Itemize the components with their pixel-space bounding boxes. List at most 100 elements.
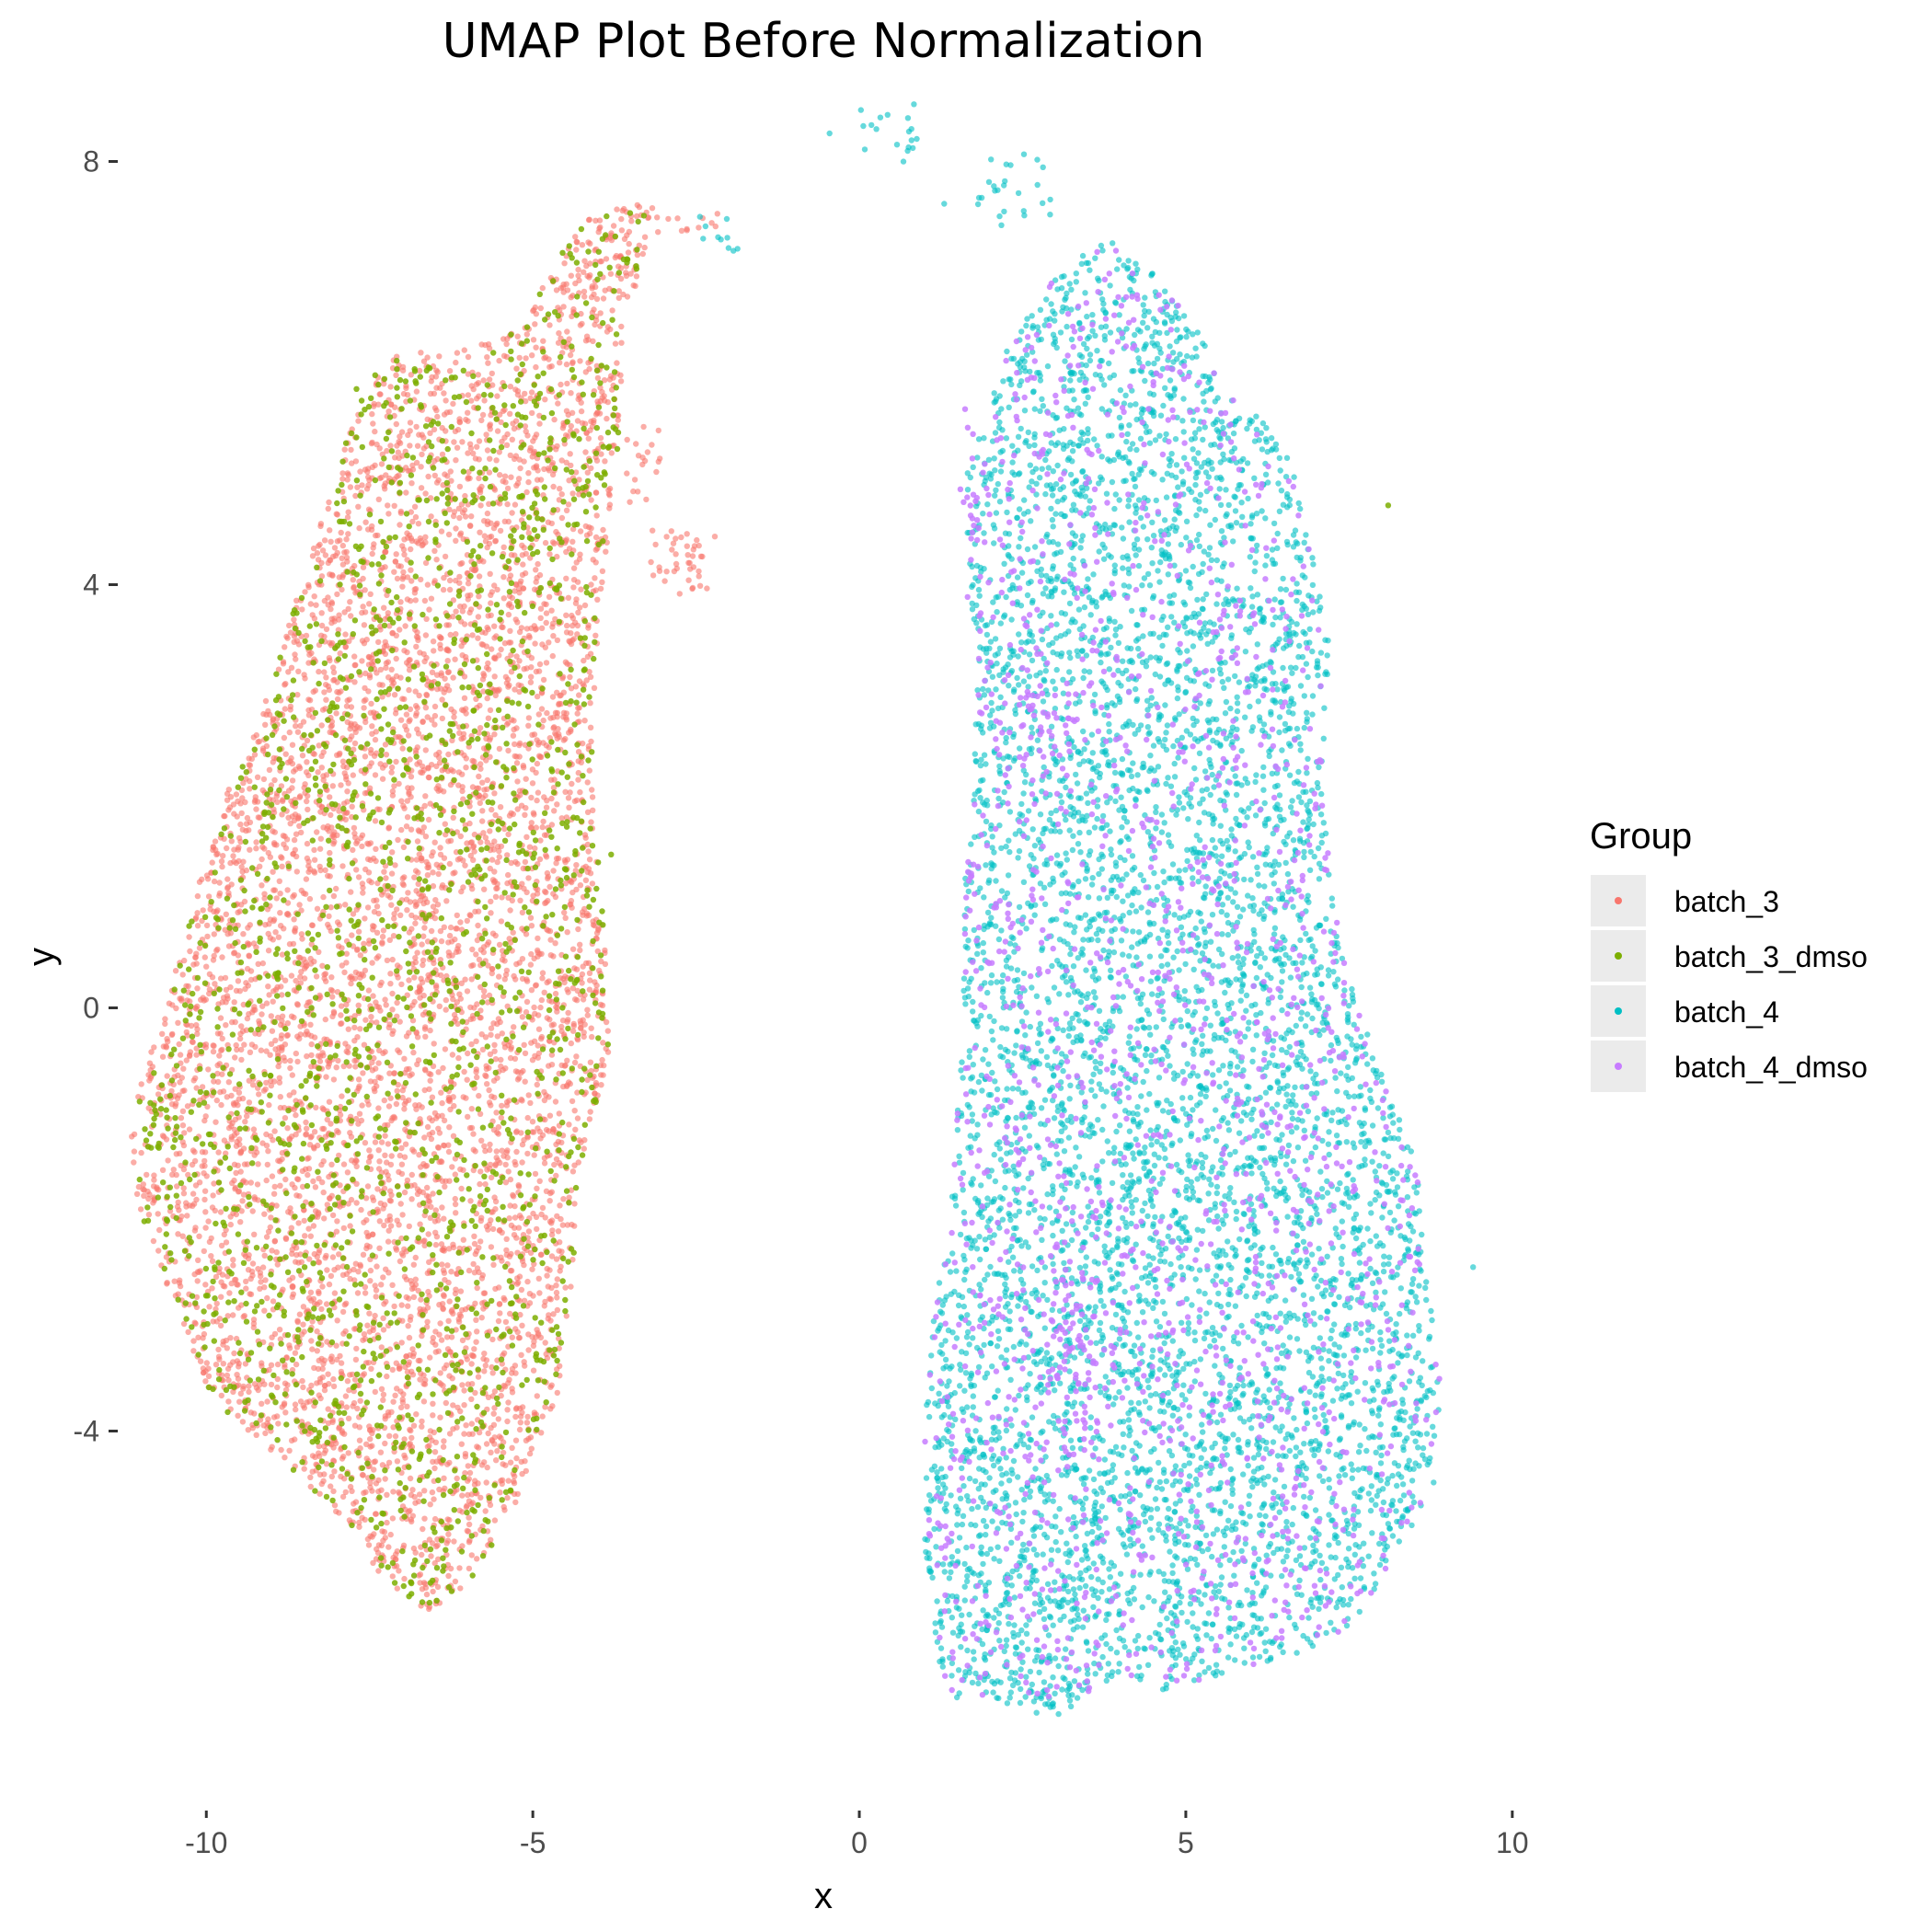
scatter-point (224, 845, 230, 852)
scatter-point (546, 639, 552, 646)
scatter-point (289, 742, 296, 748)
scatter-point (463, 765, 469, 771)
scatter-point (403, 385, 409, 392)
scatter-point (425, 1231, 431, 1237)
scatter-point (379, 933, 386, 940)
scatter-point (302, 1233, 308, 1239)
scatter-point (359, 843, 365, 850)
scatter-point (592, 489, 600, 496)
scatter-point (594, 596, 601, 603)
scatter-point (523, 1420, 531, 1426)
scatter-point (307, 601, 314, 607)
scatter-point (331, 676, 338, 684)
scatter-point (592, 575, 598, 581)
scatter-point (549, 652, 556, 660)
scatter-point (338, 529, 344, 536)
scatter-point (544, 869, 551, 877)
scatter-point (599, 579, 605, 585)
scatter-point (314, 905, 321, 912)
scatter-point (479, 818, 486, 824)
scatter-point (523, 355, 529, 362)
scatter-point (145, 1195, 152, 1202)
scatter-point (494, 1033, 500, 1040)
scatter-point (235, 1162, 241, 1169)
scatter-point (493, 1110, 500, 1116)
scatter-point (282, 833, 288, 840)
scatter-point (181, 957, 188, 964)
scatter-point (396, 1365, 402, 1372)
scatter-point (352, 458, 360, 465)
scatter-point (343, 1048, 350, 1055)
scatter-point (376, 682, 383, 688)
scatter-point (423, 1591, 431, 1598)
scatter-point (281, 734, 288, 742)
scatter-point (453, 457, 459, 464)
scatter-point (478, 1275, 486, 1282)
scatter-point (300, 1384, 306, 1391)
scatter-point (389, 788, 397, 795)
scatter-point (367, 591, 374, 597)
scatter-point (501, 1507, 508, 1513)
scatter-point (400, 569, 407, 576)
scatter-point (482, 1147, 489, 1155)
scatter-point (482, 1072, 489, 1079)
scatter-point (582, 449, 589, 455)
scatter-point (523, 428, 529, 435)
scatter-point (431, 1041, 437, 1047)
scatter-point (501, 473, 509, 479)
scatter-point (329, 994, 336, 1000)
scatter-point (180, 1190, 188, 1197)
scatter-point (543, 619, 549, 627)
scatter-point (397, 1152, 403, 1159)
scatter-point (389, 676, 397, 683)
scatter-point (233, 1211, 239, 1218)
scatter-point (487, 455, 493, 462)
scatter-point (263, 742, 270, 750)
scatter-point (525, 1092, 532, 1098)
scatter-point (418, 485, 425, 491)
scatter-point (422, 1584, 430, 1592)
scatter-point (353, 1200, 360, 1206)
scatter-point (273, 842, 280, 848)
scatter-point (474, 1001, 480, 1007)
scatter-point (514, 1490, 521, 1498)
scatter-point (565, 1017, 571, 1023)
scatter-point (508, 604, 515, 610)
scatter-point (605, 487, 612, 493)
scatter-point (423, 1162, 431, 1169)
scatter-point (284, 887, 291, 893)
scatter-point (458, 980, 465, 987)
scatter-point (466, 1267, 473, 1274)
scatter-point (316, 1288, 322, 1295)
scatter-point (484, 695, 490, 702)
scatter-point (485, 1430, 491, 1437)
scatter-point (268, 1077, 274, 1085)
scatter-point (537, 1004, 544, 1011)
scatter-point (469, 886, 476, 892)
scatter-point (604, 1028, 611, 1034)
scatter-point (290, 768, 297, 775)
scatter-point (394, 1087, 400, 1095)
scatter-point (465, 1050, 471, 1057)
scatter-point (345, 1026, 351, 1032)
scatter-point (427, 1354, 433, 1361)
scatter-point (407, 756, 413, 763)
scatter-point (301, 1466, 307, 1472)
scatter-point (284, 1020, 291, 1027)
scatter-point (474, 443, 480, 450)
scatter-point (536, 753, 543, 759)
scatter-point (271, 1330, 279, 1338)
scatter-point (494, 1075, 500, 1081)
scatter-point (424, 1318, 431, 1326)
scatter-point (235, 952, 242, 959)
scatter-point (430, 883, 437, 890)
scatter-point (397, 627, 403, 633)
scatter-point (321, 1386, 328, 1394)
scatter-point (443, 647, 450, 653)
scatter-point (557, 360, 563, 366)
scatter-point (364, 904, 372, 911)
scatter-point (427, 1501, 433, 1508)
scatter-point (530, 1342, 537, 1350)
scatter-point (371, 1459, 377, 1466)
scatter-point (304, 798, 310, 805)
